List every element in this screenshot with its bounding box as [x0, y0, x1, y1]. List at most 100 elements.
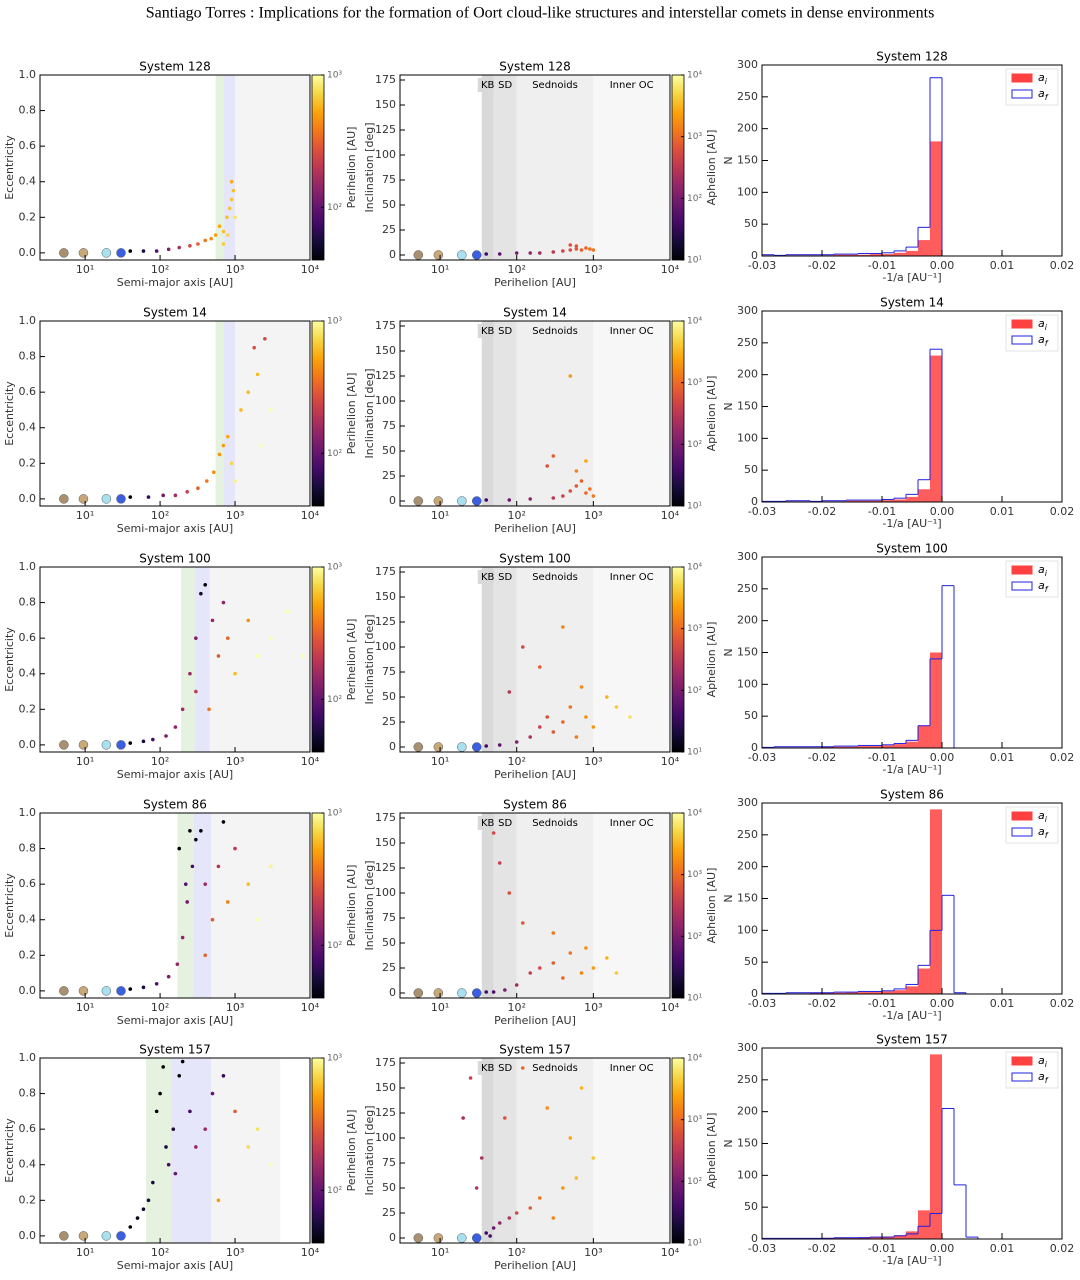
point: [205, 479, 209, 483]
point: [141, 739, 146, 744]
y-tick-label: 200: [737, 122, 758, 135]
point: [507, 690, 512, 694]
colorbar-tick-label: 10²: [327, 695, 342, 705]
point: [128, 1225, 133, 1229]
region-band: [180, 567, 195, 752]
y-tick-label: 250: [737, 90, 758, 103]
y-tick-label: 0: [389, 494, 396, 507]
panel-title: System 100: [139, 552, 210, 566]
x-tick-label: 10²: [151, 755, 169, 768]
colorbar-label: Aphelion [AU]: [705, 622, 718, 698]
region-band: [211, 1058, 281, 1243]
point: [246, 390, 251, 394]
planet: [472, 742, 482, 752]
point: [185, 900, 189, 904]
x-tick-label: -0.02: [808, 259, 836, 272]
point: [574, 484, 579, 488]
hist-bar: [870, 992, 882, 994]
x-tick-label: 10¹: [431, 509, 449, 522]
panel-title: System 86: [503, 798, 567, 812]
hist-bar: [894, 252, 906, 256]
x-tick-label: 10⁴: [301, 1246, 320, 1259]
point: [285, 609, 290, 614]
point: [221, 600, 226, 605]
colorbar-label: Aphelion [AU]: [705, 130, 718, 206]
region-label-bg: [524, 570, 587, 584]
x-tick-label: 10¹: [76, 1246, 94, 1259]
y-tick-label: 0.0: [19, 984, 37, 997]
region-label: SD: [498, 818, 512, 829]
axes-frame: [39, 74, 311, 261]
planet: [116, 494, 126, 504]
hist-bar: [882, 254, 894, 256]
hist-bar: [822, 992, 834, 994]
hist-bar: [930, 1054, 942, 1239]
y-tick-label: 100: [737, 923, 758, 936]
y-tick-label: 300: [737, 796, 758, 809]
colorbar-label: Aphelion [AU]: [705, 1113, 718, 1189]
colorbar-label: Perihelion [AU]: [345, 865, 358, 947]
y-tick-label: 0.8: [19, 596, 37, 609]
x-tick-label: 10¹: [76, 263, 94, 276]
planet: [116, 986, 126, 996]
point: [183, 882, 188, 886]
panel-title: System 100: [876, 542, 947, 556]
point: [528, 1206, 533, 1210]
x-tick-label: 10³: [226, 1001, 244, 1014]
region-label: Sednoids: [532, 80, 578, 91]
planet: [78, 1231, 89, 1241]
region-label-bg: [495, 324, 516, 338]
x-tick-label: 10⁴: [661, 509, 680, 522]
point: [584, 246, 588, 250]
y-tick-label: 125: [375, 123, 396, 136]
point: [210, 618, 215, 623]
point: [545, 715, 550, 719]
point: [128, 249, 133, 253]
planet: [472, 988, 482, 998]
x-tick-label: 0.02: [1050, 1242, 1075, 1255]
planet: [101, 1231, 112, 1241]
point: [180, 707, 185, 712]
planet: [433, 496, 444, 506]
point: [574, 244, 579, 248]
point: [194, 1145, 198, 1149]
region-band: [481, 1058, 494, 1243]
region-band: [493, 75, 517, 260]
planet: [59, 494, 69, 504]
point: [269, 1162, 273, 1167]
point: [203, 238, 208, 243]
legend-swatch: [1011, 1072, 1033, 1082]
region-band: [593, 75, 670, 260]
colorbar-tick-label: 10³: [687, 132, 702, 142]
point: [568, 374, 573, 378]
region-label: Inner OC: [610, 572, 654, 583]
hist-bar: [906, 250, 918, 256]
region-band: [593, 567, 670, 752]
point: [551, 454, 556, 458]
y-tick-label: 100: [375, 886, 396, 899]
point: [141, 1207, 146, 1212]
y-axis-label: Inclination [deg]: [363, 615, 376, 705]
hist-bar: [882, 991, 894, 994]
y-tick-label: 150: [737, 892, 758, 905]
region-label: SD: [498, 1063, 512, 1074]
region-label-bg: [495, 570, 516, 584]
point: [584, 946, 588, 950]
point: [229, 461, 234, 466]
point: [545, 464, 550, 468]
point: [545, 1106, 550, 1110]
x-tick-label: 0.01: [990, 1242, 1015, 1255]
point: [574, 247, 579, 251]
planet: [78, 248, 89, 258]
colorbar-label: Perihelion [AU]: [345, 619, 358, 701]
point: [479, 1156, 484, 1160]
point: [588, 487, 592, 491]
y-tick-label: 0: [751, 987, 758, 1000]
region-label: KB: [481, 572, 495, 583]
region-label: SD: [498, 572, 512, 583]
colorbar-tick-label: 10²: [687, 1177, 702, 1187]
x-tick-label: -0.03: [748, 505, 776, 518]
hist-bar: [834, 746, 846, 748]
region-band: [235, 75, 310, 260]
planet: [78, 740, 89, 750]
